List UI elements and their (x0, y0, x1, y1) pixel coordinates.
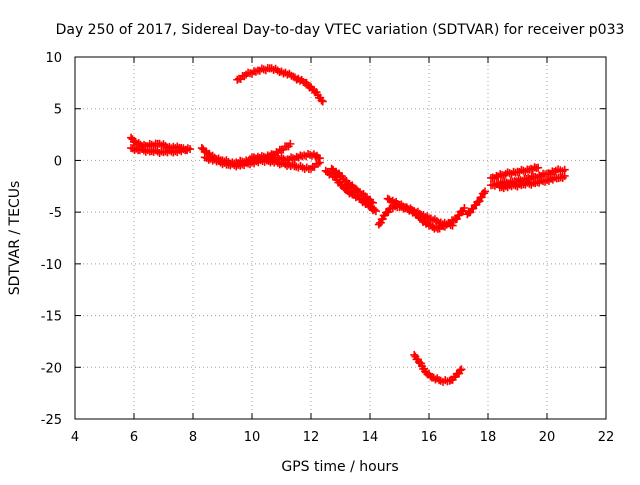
x-tick-label: 8 (189, 430, 197, 445)
y-tick-label: 0 (54, 154, 62, 169)
x-tick-label: 6 (130, 430, 138, 445)
x-tick-label: 20 (539, 430, 556, 445)
x-tick-label: 14 (362, 430, 379, 445)
data-point (315, 154, 324, 163)
y-tick-label: -25 (41, 413, 62, 428)
data-point (560, 171, 569, 180)
data-series-arc-8 (327, 164, 377, 207)
data-point (368, 198, 377, 207)
x-tick-label: 18 (480, 430, 497, 445)
data-point (317, 96, 326, 105)
data-point (448, 221, 457, 230)
data-point (371, 207, 380, 216)
x-tick-label: 10 (244, 430, 261, 445)
data-point (404, 205, 413, 214)
data-point (558, 173, 567, 182)
data-point (370, 205, 379, 214)
data-point (421, 213, 430, 222)
data-series-arc-11 (463, 187, 490, 219)
tick-layer: 4 6 8 10 12 14 16 18 20 22 -25 -20 -15 -10 -5 0 5 10 (41, 51, 615, 445)
data-point (481, 187, 490, 196)
data-point (286, 139, 295, 148)
data-point (318, 97, 327, 106)
x-tick-label: 12 (303, 430, 320, 445)
chart-title: Day 250 of 2017, Sidereal Day-to-day VTE… (56, 22, 625, 38)
data-point (183, 146, 192, 155)
data-series-arc-14 (495, 171, 569, 193)
data-point (534, 163, 543, 172)
data-series-arc-6 (233, 64, 327, 106)
data-point (240, 72, 249, 81)
data-point (412, 208, 421, 217)
y-tick-label: -10 (41, 258, 62, 273)
data-point (143, 146, 152, 155)
y-tick-label: 5 (54, 103, 62, 118)
data-point (460, 204, 469, 213)
y-tick-label: -15 (41, 310, 62, 325)
x-axis-title: GPS time / hours (281, 459, 398, 475)
y-tick-label: 10 (45, 51, 62, 66)
data-series-arc-15 (410, 350, 466, 386)
plot-border (74, 56, 607, 420)
data-point (321, 166, 330, 175)
y-tick-label: -5 (49, 206, 62, 221)
data-point (127, 133, 136, 142)
data-layer (127, 64, 569, 386)
data-point (410, 350, 419, 359)
x-tick-label: 22 (598, 430, 615, 445)
data-series-arc-10 (383, 194, 457, 230)
data-series-arc-13 (486, 163, 543, 183)
data-point (519, 166, 528, 175)
data-point (457, 365, 466, 374)
data-series-arc-2 (127, 144, 192, 158)
y-axis-title: SDTVAR / TECUs (7, 181, 23, 296)
x-tick-label: 16 (421, 430, 438, 445)
data-point (479, 189, 488, 198)
x-tick-label: 4 (71, 430, 79, 445)
y-tick-label: -20 (41, 361, 62, 376)
data-series-arc-7 (321, 166, 380, 216)
data-point (259, 65, 268, 74)
grid-layer (75, 57, 606, 419)
data-series-arc-5 (248, 150, 324, 165)
data-point (456, 366, 465, 375)
data-point (233, 75, 242, 84)
